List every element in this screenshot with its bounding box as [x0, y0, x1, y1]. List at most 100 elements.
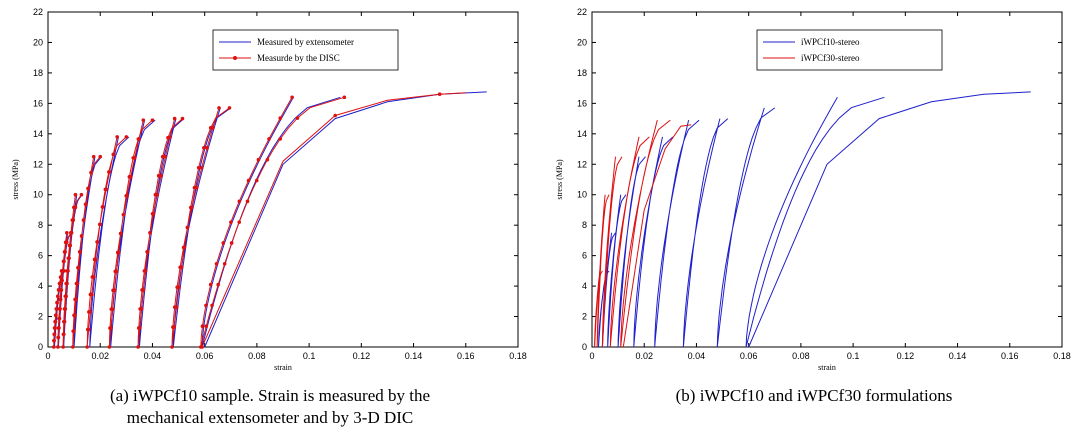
data-point — [278, 137, 283, 141]
hysteresis-loop — [596, 194, 610, 348]
hysteresis-loop — [89, 136, 130, 348]
hysteresis-loop — [601, 156, 623, 348]
data-point — [159, 173, 163, 178]
data-point — [57, 316, 61, 321]
x-tick-label: 0.1 — [303, 351, 316, 361]
data-point — [125, 193, 129, 198]
x-tick-label: 0.06 — [740, 351, 758, 361]
data-point — [333, 113, 338, 118]
hysteresis-loop — [594, 270, 603, 348]
data-point — [205, 145, 209, 150]
data-point — [175, 285, 179, 290]
data-point — [90, 275, 95, 279]
data-point — [71, 345, 75, 349]
y-tick-label: 8 — [582, 220, 587, 230]
data-point — [200, 345, 204, 349]
data-point — [155, 192, 159, 197]
data-point — [76, 265, 80, 270]
y-tick-label: 22 — [577, 7, 587, 17]
data-point — [210, 303, 214, 308]
data-point — [72, 205, 76, 210]
data-point — [58, 297, 62, 302]
x-tick-label: 0.08 — [248, 351, 266, 361]
panel-b: 0 0.02 0.04 0.06 0.08 0.1 0.12 0.14 0.16 0.18 0 2 4 6… — [544, 0, 1087, 447]
legend-label: Measured by extensometer — [257, 37, 354, 47]
data-point — [128, 175, 133, 179]
data-point — [54, 307, 59, 311]
data-point — [227, 106, 232, 110]
x-tick-label: 0.16 — [1001, 351, 1019, 361]
data-point — [65, 269, 69, 273]
data-point — [214, 261, 219, 266]
data-point — [85, 327, 90, 332]
data-point — [229, 241, 234, 245]
y-tick-label: 20 — [577, 37, 587, 47]
hysteresis-loop — [620, 119, 671, 348]
data-point — [57, 307, 62, 311]
caption-a-line-2: mechanical extensometer and by 3-D DIC — [126, 408, 414, 427]
data-point — [290, 95, 294, 100]
data-point — [342, 95, 347, 100]
data-point — [295, 116, 300, 120]
data-point — [56, 294, 60, 299]
hysteresis-loop — [598, 270, 610, 348]
y-tick-label: 18 — [577, 68, 587, 78]
data-point — [163, 154, 168, 159]
y-tick-label: 14 — [577, 129, 587, 139]
data-point — [107, 345, 112, 349]
data-point — [150, 118, 155, 122]
data-point — [185, 225, 190, 230]
data-point — [53, 313, 58, 318]
data-point — [88, 292, 93, 297]
x-tick-label: 0.1 — [847, 351, 860, 361]
data-point — [108, 326, 112, 330]
data-point — [196, 165, 201, 170]
data-point — [85, 345, 89, 349]
data-point — [67, 243, 72, 248]
hysteresis-loop — [716, 107, 776, 348]
data-point — [62, 250, 67, 254]
x-tick-label: 0.14 — [949, 351, 967, 361]
data-point — [194, 185, 199, 190]
data-point — [115, 250, 120, 255]
data-point — [109, 307, 114, 311]
data-point — [62, 319, 66, 324]
data-point — [52, 326, 57, 330]
x-tick-label: 0.14 — [405, 351, 423, 361]
x-tick-label: 0.04 — [688, 351, 706, 361]
data-point — [63, 294, 68, 299]
hysteresis-loop — [617, 156, 646, 348]
data-point — [246, 178, 251, 183]
data-point — [52, 332, 56, 337]
series-1 — [594, 119, 692, 348]
data-point — [148, 230, 152, 235]
data-point — [141, 118, 146, 122]
data-point — [204, 303, 208, 308]
hysteresis-loop — [607, 194, 627, 348]
data-point — [121, 212, 126, 217]
data-point — [145, 250, 149, 254]
data-point — [256, 157, 261, 162]
data-point — [142, 269, 147, 273]
x-tick-label: 0.18 — [509, 351, 527, 361]
hysteresis-loop — [682, 118, 729, 348]
data-point — [132, 156, 137, 160]
data-point — [87, 310, 91, 314]
final-loading-curve — [201, 92, 466, 348]
y-tick-label: 18 — [33, 68, 43, 78]
data-point — [52, 338, 56, 343]
data-point — [61, 332, 66, 337]
caption-a: (a) iWPCf10 sample. Strain is measured b… — [60, 385, 480, 429]
data-point — [79, 234, 84, 238]
x-tick-label: 0 — [45, 351, 50, 361]
data-point — [92, 257, 97, 262]
x-tick-label: 0.08 — [792, 351, 810, 361]
data-point — [199, 165, 204, 170]
data-point — [59, 288, 63, 292]
hysteresis-loop — [745, 96, 885, 348]
caption-b: (b) iWPCf10 and iWPCf30 formulations — [604, 385, 1024, 407]
x-tick-label: 0.12 — [897, 351, 915, 361]
data-point — [221, 241, 226, 245]
x-axis-label: strain — [274, 363, 292, 372]
y-tick-label: 2 — [38, 312, 43, 322]
